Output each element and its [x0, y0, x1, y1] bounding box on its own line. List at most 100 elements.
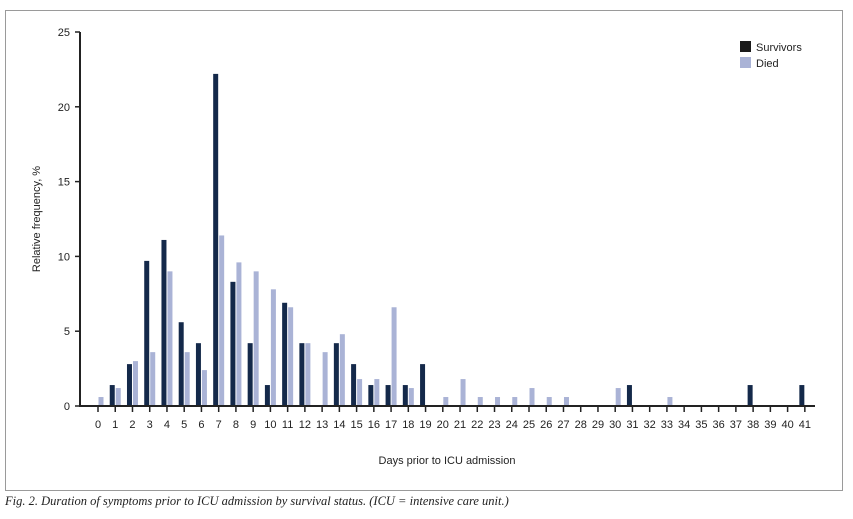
x-tick-label: 26: [540, 419, 552, 431]
bar-died-day-16: [374, 379, 380, 406]
x-tick-label: 4: [164, 419, 170, 431]
x-tick-label: 12: [299, 419, 311, 431]
bar-died-day-14: [339, 334, 345, 406]
bar-died-day-7: [219, 235, 225, 406]
bar-survivors-day-11: [282, 302, 288, 406]
bar-died-day-4: [167, 271, 173, 406]
bar-died-day-30: [615, 388, 621, 406]
x-tick-label: 41: [799, 419, 811, 431]
x-tick-label: 10: [264, 419, 276, 431]
bar-survivors-day-19: [420, 364, 426, 406]
y-tick-label: 10: [58, 251, 70, 263]
bar-survivors-day-9: [247, 343, 253, 406]
x-tick-label: 2: [129, 419, 135, 431]
legend-label-died: Died: [756, 58, 779, 70]
x-tick-label: 11: [282, 419, 293, 431]
bar-survivors-day-4: [161, 239, 167, 406]
x-tick-label: 1: [112, 419, 118, 431]
bar-died-day-6: [201, 370, 207, 406]
x-tick-label: 29: [592, 419, 604, 431]
legend-label-survivors: Survivors: [756, 42, 802, 54]
bar-survivors-day-6: [195, 343, 201, 406]
x-tick-label: 22: [471, 419, 483, 431]
bar-died-day-25: [529, 388, 535, 406]
bar-survivors-day-18: [402, 385, 408, 406]
x-tick-label: 19: [419, 419, 431, 431]
x-tick-label: 27: [557, 419, 569, 431]
figure-caption: Fig. 2. Duration of symptoms prior to IC…: [5, 494, 509, 508]
bar-died-day-1: [115, 388, 121, 406]
x-tick-label: 9: [250, 419, 256, 431]
legend-swatch-survivors: [740, 41, 751, 52]
bar-survivors-day-14: [333, 343, 339, 406]
x-tick-label: 7: [216, 419, 222, 431]
x-tick-label: 34: [678, 419, 690, 431]
y-tick-label: 5: [64, 326, 70, 338]
x-tick-label: 6: [198, 419, 204, 431]
y-tick-label: 15: [58, 177, 70, 189]
bar-died-day-2: [132, 361, 138, 406]
bar-survivors-day-12: [299, 343, 305, 406]
x-tick-label: 32: [644, 419, 656, 431]
bar-survivors-day-16: [368, 385, 374, 406]
bar-survivors-day-10: [264, 385, 270, 406]
bar-died-day-8: [236, 262, 242, 406]
x-tick-label: 15: [350, 419, 362, 431]
bar-died-day-5: [184, 352, 190, 406]
bar-survivors-day-1: [109, 385, 115, 406]
bar-died-day-26: [546, 397, 552, 406]
x-tick-label: 38: [747, 419, 759, 431]
bar-died-day-27: [563, 397, 569, 406]
bar-survivors-day-7: [213, 73, 219, 406]
bar-died-day-15: [357, 379, 363, 406]
bar-died-day-12: [305, 343, 311, 406]
bar-died-day-13: [322, 352, 328, 406]
bar-died-day-11: [288, 307, 294, 406]
x-tick-label: 37: [730, 419, 742, 431]
bar-survivors-day-5: [178, 322, 184, 406]
x-tick-label: 16: [368, 419, 380, 431]
bar-survivors-day-2: [126, 364, 132, 406]
x-tick-label: 28: [575, 419, 587, 431]
bar-died-day-33: [667, 397, 673, 406]
bar-died-day-10: [270, 289, 276, 406]
x-tick-label: 39: [764, 419, 776, 431]
x-tick-label: 17: [385, 419, 397, 431]
bar-died-day-24: [512, 397, 518, 406]
x-tick-label: 13: [316, 419, 328, 431]
x-tick-label: 3: [147, 419, 153, 431]
y-tick-label: 0: [64, 401, 70, 413]
bar-survivors-day-15: [351, 364, 357, 406]
bar-survivors-day-31: [626, 385, 632, 406]
bar-died-day-18: [408, 388, 414, 406]
bar-died-day-17: [391, 307, 397, 406]
x-tick-label: 25: [523, 419, 535, 431]
bar-died-day-21: [460, 379, 466, 406]
bar-survivors-day-8: [230, 281, 236, 406]
y-tick-label: 20: [58, 102, 70, 114]
x-tick-label: 23: [488, 419, 500, 431]
x-tick-label: 5: [181, 419, 187, 431]
x-axis-label: Days prior to ICU admission: [379, 455, 516, 467]
x-tick-label: 36: [713, 419, 725, 431]
bar-died-day-23: [495, 397, 501, 406]
figure-frame: [5, 10, 843, 491]
x-tick-label: 14: [333, 419, 345, 431]
bar-died-day-3: [150, 352, 156, 406]
x-tick-label: 31: [626, 419, 638, 431]
x-tick-label: 20: [437, 419, 449, 431]
x-tick-label: 33: [661, 419, 673, 431]
bar-survivors-day-3: [144, 260, 150, 406]
legend-swatch-died: [740, 57, 751, 68]
y-axis-label: Relative frequency, %: [31, 166, 43, 272]
y-tick-label: 25: [58, 27, 70, 39]
x-tick-label: 21: [454, 419, 466, 431]
x-tick-label: 35: [695, 419, 707, 431]
bar-died-day-22: [477, 397, 483, 406]
bar-survivors-day-17: [385, 385, 391, 406]
x-tick-label: 18: [402, 419, 414, 431]
bar-survivors-day-38: [747, 385, 753, 406]
bar-survivors-day-41: [799, 385, 805, 406]
x-tick-label: 30: [609, 419, 621, 431]
